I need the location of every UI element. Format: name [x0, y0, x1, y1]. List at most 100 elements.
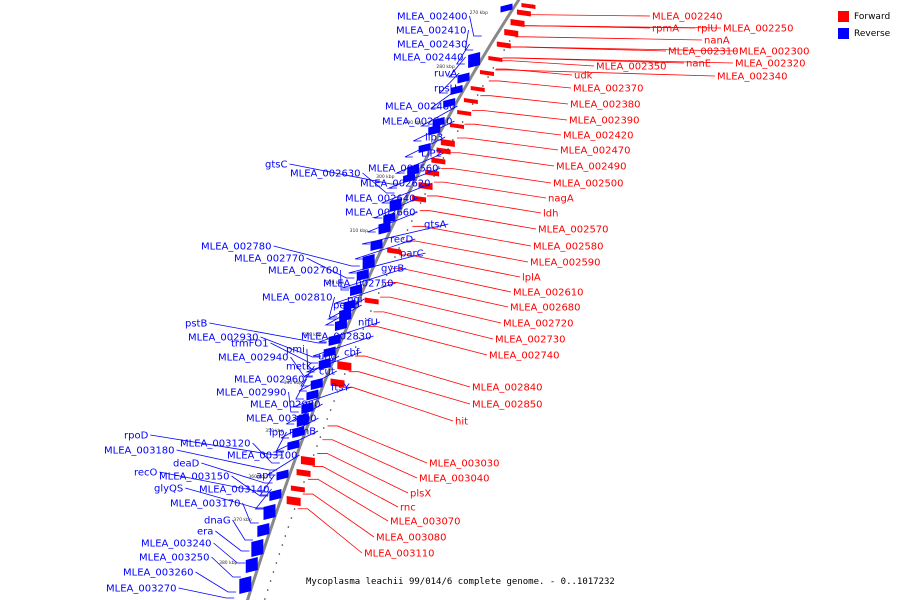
reverse-leader-line: [430, 87, 460, 109]
reverse-gene-block: [350, 284, 363, 296]
forward-gene-label-mlea-003080: MLEA_003080: [376, 533, 447, 544]
forward-gene-block: [412, 195, 427, 203]
reverse-leader-line: [231, 475, 269, 497]
reverse-gene-label-mlea-002760: MLEA_002760: [268, 266, 339, 277]
forward-leader-line: [354, 355, 471, 388]
forward-leader-line: [419, 210, 537, 230]
reverse-leader-line: [318, 321, 381, 343]
forward-leader-line: [348, 371, 471, 405]
forward-gene-label-mlea-002590: MLEA_002590: [530, 258, 601, 269]
forward-leader-line: [502, 57, 734, 64]
reverse-gene-block: [310, 378, 323, 390]
reverse-leader-line: [340, 269, 350, 291]
legend-reverse-label: Reverse: [854, 28, 891, 39]
reverse-gene-label-mlea-002780: MLEA_002780: [201, 242, 272, 253]
tick-label-350-kbp: 350 kbp: [265, 428, 283, 434]
forward-gene-label-plsx: plsX: [410, 489, 431, 500]
reverse-leader-line: [273, 245, 360, 267]
reverse-leader-line: [270, 342, 319, 364]
label-leader-lines: [150, 14, 738, 599]
forward-gene-block: [463, 98, 478, 104]
reverse-leader-line: [280, 417, 319, 439]
reverse-gene-label-era: era: [197, 527, 213, 538]
reverse-gene-label-mlea-002480: MLEA_002480: [385, 102, 456, 113]
reverse-gene-label-mlea-002400: MLEA_002400: [397, 12, 468, 23]
reverse-gene-block: [263, 504, 276, 520]
reverse-gene-label-mlea-003140: MLEA_003140: [199, 485, 270, 496]
reverse-gene-label-reco: recO: [134, 468, 158, 479]
forward-gene-block: [488, 56, 503, 62]
forward-gene-block: [337, 361, 352, 371]
forward-leader-line: [312, 466, 399, 508]
legend-forward-label: Forward: [854, 11, 891, 22]
forward-leader-line: [427, 195, 542, 214]
reverse-gene-label-mlea-002960: MLEA_002960: [234, 375, 305, 386]
forward-leader-line: [379, 296, 502, 324]
reverse-gene-label-gyrb: gyrB: [381, 264, 404, 275]
reverse-gene-block: [457, 72, 470, 84]
reverse-leader-line: [254, 488, 272, 510]
forward-gene-label-udk: udk: [574, 71, 593, 82]
forward-leader-line: [495, 69, 716, 77]
reverse-gene-label-mlea-003240: MLEA_003240: [141, 539, 212, 550]
reverse-gene-block: [343, 299, 356, 311]
forward-leader-line: [405, 240, 529, 263]
forward-gene-label-mlea-002310: MLEA_002310: [668, 47, 739, 58]
reverse-leader-line: [201, 462, 273, 484]
forward-leader-line: [302, 493, 375, 538]
forward-gene-block: [440, 139, 455, 147]
reverse-leader-line: [260, 336, 321, 358]
reverse-gene-label-lip3: lip3: [425, 133, 443, 144]
forward-gene-block: [516, 9, 531, 17]
reverse-gene-label-dead: deaD: [173, 459, 200, 470]
reverse-gene-label-ruva: ruvA: [434, 69, 457, 80]
reverse-gene-label-mlea-003170: MLEA_003170: [170, 499, 241, 510]
forward-gene-label-mlea-002720: MLEA_002720: [503, 319, 574, 330]
forward-gene-label-lpla: lplA: [522, 273, 541, 284]
legend-forward: Forward: [838, 8, 890, 25]
reverse-leader-line: [335, 282, 396, 304]
forward-gene-block: [290, 485, 305, 493]
reverse-leader-line: [295, 378, 307, 400]
reverse-leader-line: [298, 370, 337, 392]
reverse-gene-block: [432, 117, 445, 127]
forward-gene-label-mlea-002340: MLEA_002340: [717, 72, 788, 83]
forward-leader-line: [433, 181, 547, 199]
reverse-leader-line: [292, 386, 352, 408]
reverse-gene-label-mlea-002430: MLEA_002430: [397, 40, 468, 51]
forward-gene-block: [470, 86, 485, 92]
forward-leader-line: [392, 268, 512, 293]
reverse-gene-label-mlea-003000: MLEA_003000: [246, 414, 317, 425]
reverse-leader-line: [341, 267, 407, 289]
forward-gene-label-mlea-002420: MLEA_002420: [563, 131, 634, 142]
reverse-leader-line: [289, 163, 400, 185]
reverse-gene-label-mlea-003180: MLEA_003180: [104, 446, 175, 457]
tick-label-360-kbp: 360 kbp: [248, 474, 266, 480]
reverse-leader-line: [215, 530, 250, 552]
forward-gene-label-mlea-002320: MLEA_002320: [735, 59, 806, 70]
forward-gene-block: [496, 41, 511, 49]
forward-leader-line: [386, 282, 509, 308]
reverse-gene-label-gtsc: gtsC: [265, 160, 287, 171]
reverse-swatch: [838, 28, 849, 39]
forward-gene-label-mlea-002470: MLEA_002470: [560, 146, 631, 157]
reverse-leader-line: [178, 587, 235, 599]
reverse-gene-block: [356, 269, 369, 281]
reverse-gene-block: [383, 212, 396, 224]
forward-gene-label-mlea-002240: MLEA_002240: [652, 12, 723, 23]
reverse-gene-label-metk: metK: [286, 362, 313, 373]
reverse-gene-label-lip2: LIP2: [421, 149, 442, 160]
forward-gene-block: [457, 110, 472, 116]
reverse-leader-line: [381, 182, 433, 204]
reverse-leader-line: [176, 449, 278, 471]
tick-label-370-kbp: 370 kbp: [233, 517, 251, 523]
forward-leader-line: [307, 478, 389, 522]
reverse-leader-line: [259, 474, 275, 496]
reverse-gene-label-mlea-003120: MLEA_003120: [180, 439, 251, 450]
reverse-leader-line: [413, 120, 455, 142]
forward-gene-block: [364, 297, 379, 305]
reverse-gene-label-apt: apt: [256, 471, 272, 482]
forward-leader-line: [472, 110, 568, 121]
